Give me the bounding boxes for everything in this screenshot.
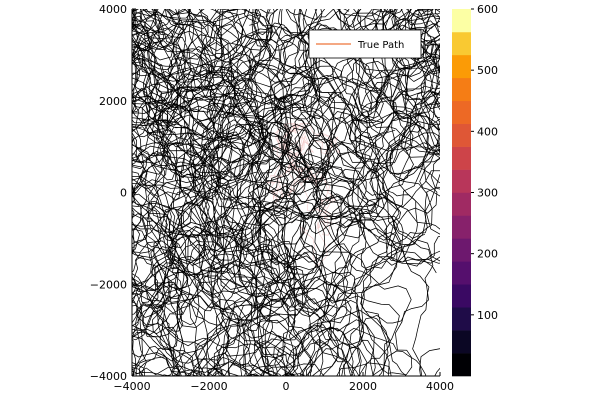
legend: True Path: [308, 29, 422, 59]
trajectory-segment: [132, 9, 440, 376]
trajectory-segment: [159, 9, 440, 376]
trajectory-segment: [132, 22, 418, 376]
colorbar-band: [452, 169, 471, 193]
plot-area: [132, 9, 440, 376]
colorbar-band: [452, 146, 471, 170]
y-tick-label: 0: [120, 187, 127, 200]
trajectory-segment: [132, 126, 407, 376]
trajectory-segment: [132, 9, 440, 376]
colorbar: 100 200 300 400 500 600: [452, 3, 498, 377]
trajectory-segment: [201, 9, 440, 376]
colorbar-band: [452, 330, 471, 354]
trajectory-segment: [132, 9, 440, 376]
trajectory-segment: [132, 9, 440, 235]
legend-label: True Path: [357, 40, 404, 51]
colorbar-band: [452, 9, 471, 33]
trajectory-segment: [132, 9, 352, 376]
x-tick-label: −4000: [113, 380, 150, 393]
trajectory-segment: [175, 9, 366, 376]
trajectory-segment: [132, 9, 366, 288]
colorbar-band: [452, 261, 471, 285]
colorbar-tick-label: 500: [477, 64, 498, 77]
x-tick-label: 2000: [349, 380, 377, 393]
trajectory-segment: [132, 26, 320, 376]
trajectory-segment: [132, 196, 332, 376]
trajectory-segment: [132, 9, 440, 285]
colorbar-band: [452, 77, 471, 102]
y-tick-label: 4000: [99, 3, 127, 16]
colorbar-band: [452, 215, 471, 239]
colorbar-band: [452, 307, 471, 331]
colorbar-tick-label: 400: [477, 125, 498, 138]
y-tick-label: 2000: [99, 95, 127, 108]
trajectory-segment: [132, 9, 438, 274]
colorbar-band: [452, 192, 471, 216]
x-tick-label: −2000: [190, 380, 227, 393]
colorbar-band: [452, 284, 471, 308]
x-tick-label: 4000: [426, 380, 454, 393]
colorbar-tick-label: 200: [477, 248, 498, 261]
colorbar-band: [452, 353, 471, 377]
trajectory-segment: [132, 30, 440, 376]
colorbar-band: [452, 238, 471, 262]
colorbar-tick-label: 300: [477, 187, 498, 200]
colorbar-band: [452, 123, 471, 147]
colorbar-band: [452, 100, 471, 124]
colorbar-band: [452, 31, 471, 56]
trajectory-segment: [132, 9, 440, 326]
trajectory-segment: [132, 9, 281, 376]
y-tick-label: −2000: [90, 278, 127, 291]
true-path-trajectory: [132, 9, 440, 376]
colorbar-band: [452, 54, 471, 79]
trajectory-segment: [132, 9, 412, 376]
x-tick-label: 0: [283, 380, 290, 393]
trajectory-segment: [132, 9, 361, 376]
trajectory-segment: [132, 9, 440, 376]
colorbar-tick-label: 100: [477, 309, 498, 322]
y-tick-label: −4000: [90, 370, 127, 383]
trajectory-segment: [132, 9, 440, 257]
colorbar-tick-label: 600: [477, 3, 498, 16]
axes: −4000 −2000 0 2000 4000 −4000 −2000 0 2000 4000: [90, 3, 454, 393]
